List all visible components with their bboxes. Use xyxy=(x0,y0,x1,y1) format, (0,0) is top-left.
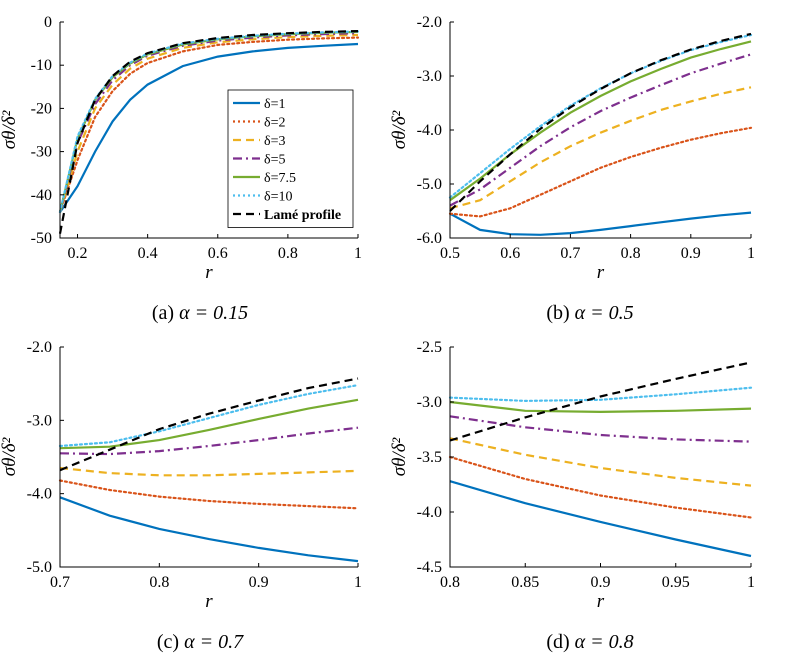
panel-d: (d) α = 0.8 0.8 0.85 0.9 0.95 1 -4.5 -4.0 -3.5 -… xyxy=(389,339,755,653)
y-tick-label-d: -4.0 xyxy=(417,504,442,521)
y-tick-label-b: -3.0 xyxy=(417,68,442,85)
x-tick-label-b: 0.7 xyxy=(560,245,580,262)
legend-label-a: Lamé profile xyxy=(264,208,341,223)
x-tick-label-b: 0.8 xyxy=(621,245,641,262)
x-axis-label-b: r xyxy=(597,262,605,283)
y-tick-label-c: -2.0 xyxy=(27,339,52,356)
x-tick-label-c: 0.9 xyxy=(249,574,269,591)
y-tick-label-d: -4.5 xyxy=(417,559,442,576)
x-tick-label-a: 0.4 xyxy=(138,245,158,262)
legend-label-a: δ=3 xyxy=(264,134,286,149)
x-tick-label-b: 0.6 xyxy=(500,245,520,262)
series-line-b-6 xyxy=(448,33,753,199)
legend-label-a: δ=7.5 xyxy=(264,171,296,186)
series-line-d-3 xyxy=(449,437,752,487)
panel-a: (a) α = 0.15 0.2 0.4 0.6 0.8 1 -50 -40 -30 -20 -1… xyxy=(0,14,362,324)
y-tick-label-a: 0 xyxy=(44,14,52,31)
x-tick-label-c: 1 xyxy=(354,574,362,591)
series-line-d-5 xyxy=(449,400,752,414)
legend-label-a: δ=1 xyxy=(264,97,286,112)
series-line-d-1 xyxy=(449,480,752,558)
x-tick-label-d: 0.9 xyxy=(591,574,611,591)
y-axis-label-d: σθ/δ² xyxy=(389,437,410,476)
x-tick-label-a: 1 xyxy=(354,245,362,262)
series-line-b-7 xyxy=(449,32,752,212)
y-tick-label-a: -30 xyxy=(31,144,52,161)
x-axis-label-c: r xyxy=(205,591,213,612)
y-tick-label-b: -4.0 xyxy=(417,122,442,139)
series-line-a-1 xyxy=(59,42,359,213)
y-tick-label-c: -5.0 xyxy=(27,559,52,576)
x-tick-label-a: 0.2 xyxy=(68,245,88,262)
x-tick-label-a: 0.6 xyxy=(208,245,228,262)
y-tick-label-d: -3.5 xyxy=(417,449,442,466)
legend-a: δ=1 δ=2 δ=3 δ=5 δ=7.5 δ=10 Lamé profile xyxy=(227,89,354,228)
panel-c: (c) α = 0.7 0.7 0.8 0.9 1 -5.0 -4.0 -3.0 -2.0 r σ… xyxy=(0,339,362,653)
series-line-b-4 xyxy=(449,53,752,207)
axes-c xyxy=(59,347,358,568)
y-tick-label-a: -10 xyxy=(31,57,52,74)
y-axis-label-a: σθ/δ² xyxy=(0,110,20,149)
y-tick-label-b: -2.0 xyxy=(417,14,442,31)
x-tick-label-a: 0.8 xyxy=(278,245,298,262)
x-axis-label-a: r xyxy=(205,262,213,283)
y-axis-label-b: σθ/δ² xyxy=(389,110,410,149)
y-tick-label-d: -3.0 xyxy=(417,394,442,411)
series-line-a-3 xyxy=(58,33,359,213)
series-line-d-7 xyxy=(449,361,752,442)
series-line-c-3 xyxy=(59,466,359,477)
y-tick-label-a: -40 xyxy=(31,187,52,204)
y-tick-label-a: -20 xyxy=(31,100,52,117)
series-line-b-3 xyxy=(449,86,752,210)
series-line-d-6 xyxy=(448,386,753,403)
legend-label-a: δ=2 xyxy=(264,116,286,131)
series-line-b-5 xyxy=(449,40,752,202)
x-tick-label-d: 1 xyxy=(747,574,755,591)
x-axis-label-d: r xyxy=(597,591,605,612)
series-line-a-4 xyxy=(58,32,359,213)
y-tick-label-a: -50 xyxy=(31,230,52,247)
series-line-b-2 xyxy=(448,126,753,218)
series-line-a-2 xyxy=(58,36,360,214)
caption-d: (d) α = 0.8 xyxy=(546,631,633,653)
x-tick-label-d: 0.95 xyxy=(662,574,690,591)
series-line-d-2 xyxy=(448,455,753,519)
x-tick-label-b: 0.5 xyxy=(440,245,460,262)
x-tick-label-c: 0.8 xyxy=(149,574,169,591)
x-tick-label-d: 0.8 xyxy=(440,574,460,591)
y-tick-label-d: -2.5 xyxy=(417,339,442,356)
axes-d xyxy=(449,347,751,568)
series-line-a-7 xyxy=(58,30,359,234)
caption-c: (c) α = 0.7 xyxy=(157,631,244,653)
y-tick-label-c: -3.0 xyxy=(27,412,52,429)
x-tick-label-c: 0.7 xyxy=(50,574,70,591)
x-tick-label-b: 1 xyxy=(747,245,755,262)
panel-b: (b) α = 0.5 0.5 0.6 0.7 0.8 0.9 1 -6.0 -5.0 -4.0… xyxy=(389,14,755,324)
series-line-c-7 xyxy=(59,377,359,472)
series-line-c-1 xyxy=(59,496,359,563)
series-line-b-1 xyxy=(449,211,752,236)
x-tick-label-b: 0.9 xyxy=(681,245,701,262)
series-line-c-2 xyxy=(58,479,360,510)
series-line-d-4 xyxy=(449,415,752,443)
legend-label-a: δ=10 xyxy=(264,190,293,205)
y-tick-label-c: -4.0 xyxy=(27,486,52,503)
x-tick-label-d: 0.85 xyxy=(511,574,539,591)
series-line-c-5 xyxy=(59,398,359,450)
legend-label-a: δ=5 xyxy=(264,153,286,168)
caption-b: (b) α = 0.5 xyxy=(546,302,633,324)
legend-box-a xyxy=(227,89,354,228)
series-line-c-6 xyxy=(58,384,360,448)
y-tick-label-b: -6.0 xyxy=(417,230,442,247)
series-line-c-4 xyxy=(59,426,359,456)
y-axis-label-c: σθ/δ² xyxy=(0,437,20,476)
caption-a: (a) α = 0.15 xyxy=(152,302,248,324)
y-tick-label-b: -5.0 xyxy=(417,176,442,193)
